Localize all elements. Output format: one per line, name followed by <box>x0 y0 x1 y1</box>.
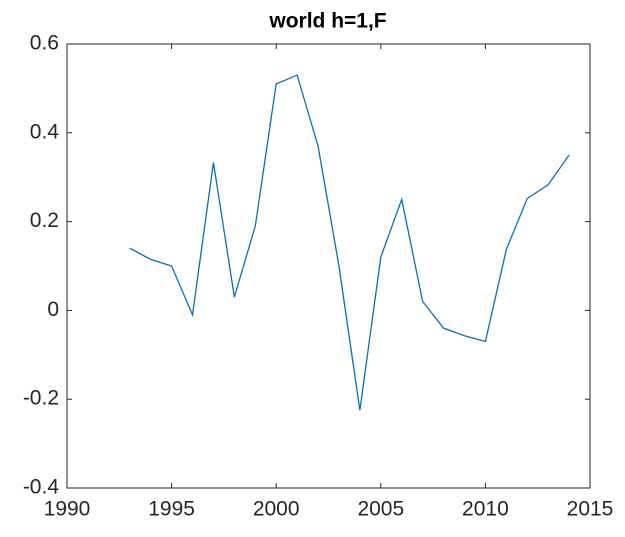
y-tick-label: 0.6 <box>30 32 59 55</box>
plot-area <box>66 43 591 489</box>
x-tick-label: 2015 <box>567 498 614 521</box>
x-tick-label: 1990 <box>44 498 91 521</box>
y-tick-label: -0.2 <box>23 387 59 410</box>
x-tick-label: 2005 <box>357 498 404 521</box>
y-tick-label: 0.4 <box>30 120 60 143</box>
y-tick-label: 0.2 <box>30 209 59 232</box>
y-tick-label: -0.4 <box>23 476 60 499</box>
chart-title: world h=1,F <box>268 10 386 33</box>
x-tick-label: 2010 <box>462 498 509 521</box>
x-tick-label: 1995 <box>148 498 195 521</box>
line <box>129 74 570 411</box>
x-tick-label: 2000 <box>253 498 300 521</box>
y-tick-label: 0 <box>47 298 59 321</box>
